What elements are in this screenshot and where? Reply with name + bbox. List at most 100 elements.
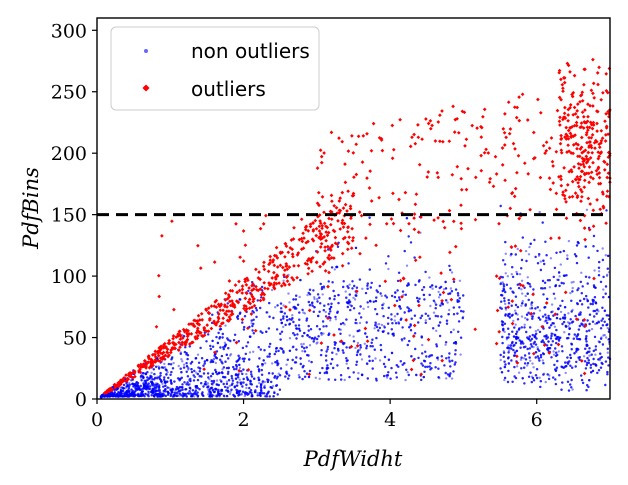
non-outlier-point <box>298 311 301 314</box>
non-outlier-point <box>539 385 542 389</box>
non-outlier-point <box>454 361 457 364</box>
non-outlier-point <box>131 382 134 385</box>
non-outlier-point <box>260 368 263 372</box>
non-outlier-point <box>307 329 310 332</box>
non-outlier-point <box>380 294 383 298</box>
non-outlier-point <box>248 358 251 361</box>
non-outlier-point <box>285 363 288 366</box>
non-outlier-point <box>545 337 548 340</box>
non-outlier-point <box>184 394 187 397</box>
non-outlier-point <box>551 322 554 325</box>
non-outlier-point <box>562 282 565 285</box>
non-outlier-point <box>504 272 507 275</box>
non-outlier-point <box>122 387 126 390</box>
non-outlier-point <box>133 395 136 398</box>
non-outlier-point <box>211 389 215 392</box>
non-outlier-point <box>530 315 534 318</box>
non-outlier-point <box>604 292 607 295</box>
non-outlier-point <box>511 330 514 333</box>
non-outlier-point <box>539 260 542 263</box>
non-outlier-point <box>518 273 522 276</box>
non-outlier-point <box>590 327 594 331</box>
non-outlier-point <box>507 349 511 352</box>
non-outlier-point <box>516 247 519 251</box>
non-outlier-point <box>127 393 130 396</box>
non-outlier-point <box>107 394 110 397</box>
non-outlier-point <box>299 357 302 360</box>
non-outlier-point <box>183 392 186 396</box>
non-outlier-point <box>438 321 442 324</box>
non-outlier-point <box>520 304 523 307</box>
non-outlier-point <box>510 252 513 256</box>
non-outlier-point <box>503 376 507 380</box>
non-outlier-point <box>410 355 413 358</box>
non-outlier-point <box>429 285 432 289</box>
non-outlier-point <box>188 383 191 386</box>
non-outlier-point <box>147 392 150 395</box>
non-outlier-point <box>366 362 369 366</box>
non-outlier-point <box>524 316 527 320</box>
non-outlier-point <box>547 340 550 343</box>
non-outlier-point <box>362 307 365 310</box>
non-outlier-point <box>353 298 357 301</box>
non-outlier-point <box>141 390 144 393</box>
non-outlier-point <box>520 340 523 343</box>
non-outlier-point <box>126 384 129 387</box>
non-outlier-point <box>514 309 517 312</box>
non-outlier-point <box>273 390 276 393</box>
non-outlier-point <box>331 281 334 284</box>
non-outlier-point <box>187 378 191 382</box>
non-outlier-point <box>335 265 339 269</box>
non-outlier-point <box>221 336 224 339</box>
non-outlier-point <box>237 372 240 375</box>
non-outlier-point <box>268 395 271 398</box>
non-outlier-point <box>523 366 526 369</box>
non-outlier-point <box>534 351 537 354</box>
non-outlier-point <box>513 365 516 369</box>
non-outlier-point <box>159 394 162 398</box>
non-outlier-point <box>171 387 174 391</box>
non-outlier-point <box>132 385 135 388</box>
non-outlier-point <box>500 371 504 374</box>
non-outlier-point <box>340 378 343 381</box>
non-outlier-point <box>123 394 126 397</box>
non-outlier-point <box>551 310 554 313</box>
non-outlier-point <box>296 333 299 336</box>
non-outlier-point <box>570 281 573 284</box>
non-outlier-point <box>592 299 595 302</box>
non-outlier-point <box>138 388 142 392</box>
non-outlier-point <box>206 382 210 385</box>
non-outlier-point <box>366 284 369 287</box>
non-outlier-point <box>448 308 451 312</box>
non-outlier-point <box>580 323 583 326</box>
non-outlier-point <box>432 311 436 314</box>
non-outlier-point <box>585 335 588 338</box>
non-outlier-point <box>291 306 295 309</box>
non-outlier-point <box>550 343 553 347</box>
non-outlier-point <box>213 388 216 391</box>
non-outlier-point <box>225 394 229 398</box>
non-outlier-point <box>157 388 161 391</box>
non-outlier-point <box>437 290 440 294</box>
non-outlier-point <box>461 316 464 320</box>
non-outlier-point <box>143 384 147 388</box>
non-outlier-point <box>448 292 452 295</box>
non-outlier-point <box>536 355 539 358</box>
non-outlier-point <box>529 307 532 310</box>
non-outlier-point <box>567 325 570 328</box>
non-outlier-point <box>194 387 198 390</box>
non-outlier-point <box>279 367 283 370</box>
non-outlier-point <box>217 390 220 393</box>
non-outlier-point <box>438 377 441 380</box>
non-outlier-point <box>558 275 561 278</box>
non-outlier-point <box>591 320 595 323</box>
non-outlier-point <box>187 368 190 371</box>
non-outlier-point <box>110 393 114 396</box>
non-outlier-point <box>196 378 200 382</box>
non-outlier-point <box>154 382 158 385</box>
non-outlier-point <box>236 359 240 362</box>
non-outlier-point <box>570 378 573 382</box>
non-outlier-point <box>336 245 340 248</box>
non-outlier-point <box>530 302 533 306</box>
non-outlier-point <box>129 379 133 382</box>
